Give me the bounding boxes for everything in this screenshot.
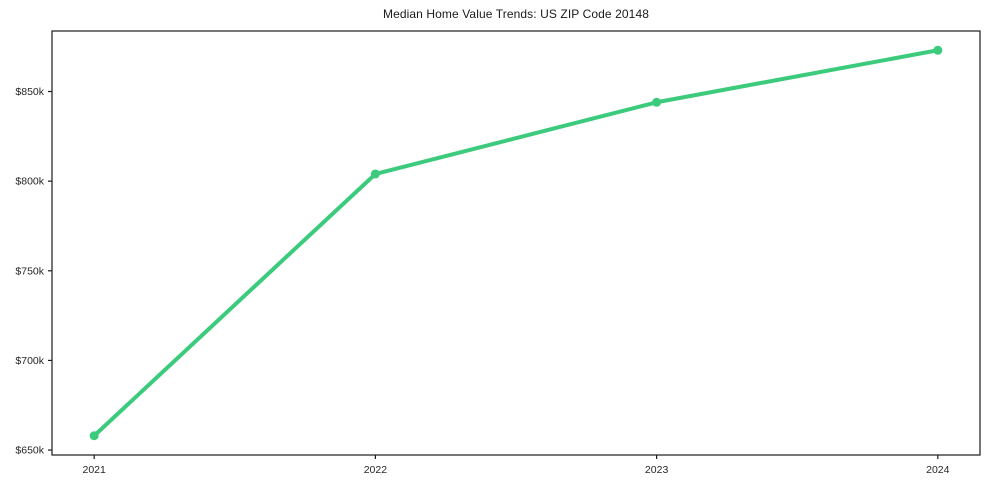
y-tick-label: $750k	[15, 265, 44, 277]
data-point-2022	[370, 169, 380, 179]
x-tick-label: 2023	[645, 464, 669, 476]
y-tick-label: $700k	[15, 355, 44, 367]
x-tick-label: 2022	[364, 464, 388, 476]
data-point-2023	[652, 97, 662, 107]
y-tick-label: $800k	[15, 176, 44, 188]
x-tick-label: 2024	[926, 464, 950, 476]
value-line	[92, 48, 940, 438]
x-tick-label: 2021	[83, 464, 107, 476]
chart-title: Median Home Value Trends: US ZIP Code 20…	[382, 7, 649, 21]
data-point-2024	[933, 45, 943, 55]
y-tick-label: $850k	[15, 86, 44, 98]
y-tick-label: $650k	[15, 445, 44, 457]
data-point-2021	[89, 431, 99, 441]
plot-border	[51, 30, 981, 456]
